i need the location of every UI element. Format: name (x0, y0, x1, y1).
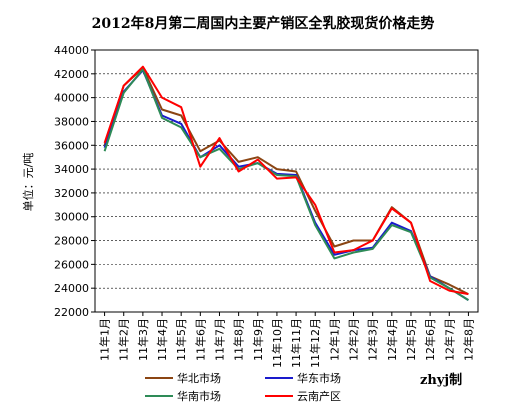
legend-label: 云南产区 (297, 389, 341, 403)
y-tick-label: 22000 (54, 306, 89, 319)
x-tick-label: 12年1月 (327, 318, 341, 361)
x-tick-label: 12年5月 (404, 318, 418, 361)
series-lines (103, 65, 469, 301)
x-tick-label: 11年4月 (155, 318, 169, 361)
legend-label: 华东市场 (297, 371, 341, 385)
y-axis-label: 单位：元/吨 (21, 153, 35, 212)
x-tick-label: 12年8月 (461, 318, 475, 361)
x-tick-label: 12年2月 (347, 318, 361, 361)
x-tick-label: 11年8月 (232, 318, 246, 361)
series-line-2 (103, 68, 469, 301)
y-tick-label: 44000 (54, 44, 89, 57)
x-tick-label: 11年3月 (136, 318, 150, 361)
legend-label: 华北市场 (177, 371, 221, 385)
legend-label: 华南市场 (177, 389, 221, 403)
x-tick-label: 11年12月 (308, 318, 322, 368)
y-tick-label: 36000 (54, 139, 89, 152)
x-tick-label: 12年6月 (423, 318, 437, 361)
series-line-3 (103, 65, 469, 296)
y-tick-label: 34000 (54, 163, 89, 176)
x-tick-label: 12年4月 (385, 318, 399, 361)
y-tick-label: 30000 (54, 211, 89, 224)
y-tick-label: 38000 (54, 115, 89, 128)
x-tick-label: 11年6月 (193, 318, 207, 361)
y-tick-label: 40000 (54, 92, 89, 105)
credit-text: zhyj制 (420, 372, 462, 388)
y-tick-label: 24000 (54, 282, 89, 295)
x-tick-label: 11年1月 (98, 318, 112, 361)
series-line-1 (103, 69, 469, 301)
y-axis-ticks: 22000 24000 26000 28000 30000 32000 34000 36000… (54, 44, 95, 319)
y-tick-label: 42000 (54, 68, 89, 81)
x-tick-label: 11年10月 (270, 318, 284, 368)
chart-title: 2012年8月第二周国内主要产销区全乳胶现货价格走势 (92, 15, 435, 32)
x-tick-label: 11年7月 (212, 318, 226, 361)
x-axis-ticks: 11年1月 11年2月 11年3月 11年4月 11年5月 11年6月 11年7月 11年8月… (98, 312, 475, 368)
y-tick-label: 32000 (54, 187, 89, 200)
x-tick-label: 12年7月 (442, 318, 456, 361)
y-tick-label: 26000 (54, 258, 89, 271)
y-tick-label: 28000 (54, 235, 89, 248)
x-tick-label: 11年5月 (174, 318, 188, 361)
x-tick-label: 11年11月 (289, 318, 303, 368)
x-tick-label: 11年2月 (117, 318, 131, 361)
x-tick-label: 11年9月 (251, 318, 265, 361)
x-tick-label: 12年3月 (366, 318, 380, 361)
